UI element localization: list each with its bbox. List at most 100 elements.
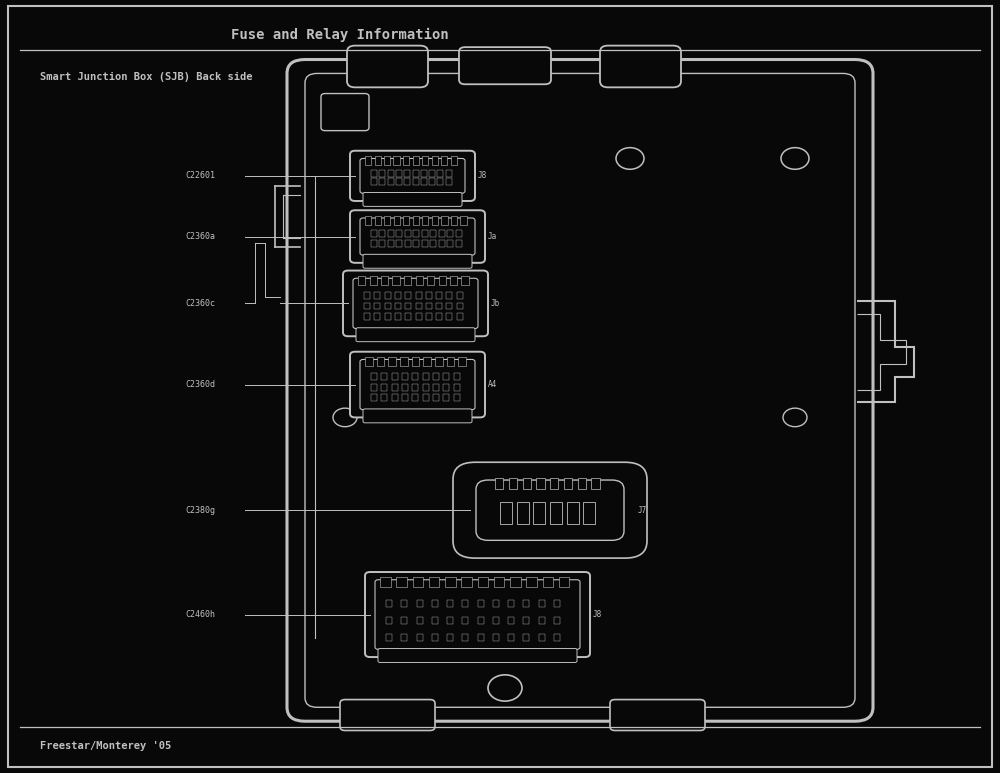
Bar <box>427 276 434 285</box>
Bar <box>416 313 422 320</box>
Bar <box>437 178 443 185</box>
Bar <box>522 478 531 489</box>
Bar <box>416 634 422 641</box>
FancyBboxPatch shape <box>347 46 428 87</box>
FancyBboxPatch shape <box>321 94 369 131</box>
Bar <box>384 156 390 165</box>
FancyBboxPatch shape <box>363 254 472 268</box>
Bar <box>478 617 484 624</box>
FancyBboxPatch shape <box>476 480 624 540</box>
Bar <box>430 230 436 237</box>
Bar <box>413 230 419 237</box>
Bar <box>443 373 449 380</box>
Bar <box>426 292 432 299</box>
Bar <box>564 478 572 489</box>
Bar <box>405 240 411 247</box>
Bar <box>422 156 428 165</box>
Bar <box>365 216 371 225</box>
Bar <box>421 178 427 185</box>
Bar <box>396 230 402 237</box>
Bar <box>443 383 449 390</box>
Bar <box>405 313 411 320</box>
Bar <box>403 216 409 225</box>
Bar <box>358 276 365 285</box>
Bar <box>462 617 468 624</box>
Bar <box>433 394 439 401</box>
Bar <box>388 357 396 366</box>
Bar <box>559 577 569 587</box>
FancyBboxPatch shape <box>459 47 551 84</box>
Bar <box>447 240 453 247</box>
Bar <box>403 156 409 165</box>
Bar <box>447 634 453 641</box>
Bar <box>429 178 435 185</box>
Bar <box>542 577 553 587</box>
Bar <box>509 478 517 489</box>
Bar <box>385 302 391 309</box>
Bar <box>591 478 600 489</box>
Bar <box>392 373 398 380</box>
Text: Jb: Jb <box>491 299 500 308</box>
Bar <box>395 302 401 309</box>
Bar <box>454 394 460 401</box>
Bar <box>456 230 462 237</box>
Text: J8: J8 <box>478 172 487 180</box>
FancyBboxPatch shape <box>365 572 590 657</box>
Bar <box>437 170 443 177</box>
FancyBboxPatch shape <box>360 218 475 255</box>
Bar <box>447 230 453 237</box>
Bar <box>379 178 385 185</box>
Bar <box>422 230 428 237</box>
FancyBboxPatch shape <box>360 158 465 193</box>
Bar <box>371 240 377 247</box>
Bar <box>412 383 418 390</box>
Bar <box>462 600 468 607</box>
Bar <box>478 634 484 641</box>
Bar <box>412 373 418 380</box>
Bar <box>370 276 377 285</box>
Text: C2460h: C2460h <box>185 610 215 619</box>
Bar <box>456 240 462 247</box>
Bar <box>426 302 432 309</box>
Bar <box>374 302 380 309</box>
Bar <box>447 617 453 624</box>
Bar <box>508 600 514 607</box>
Bar <box>457 292 463 299</box>
Bar <box>386 634 392 641</box>
Bar <box>478 600 484 607</box>
Bar <box>392 276 400 285</box>
Bar <box>364 292 370 299</box>
Bar <box>364 302 370 309</box>
FancyBboxPatch shape <box>353 278 478 329</box>
Bar <box>451 216 457 225</box>
Text: C2360a: C2360a <box>185 232 215 241</box>
Text: Smart Junction Box (SJB) Back side: Smart Junction Box (SJB) Back side <box>40 73 252 82</box>
Bar <box>457 302 463 309</box>
Text: Ja: Ja <box>488 232 497 241</box>
Bar <box>388 230 394 237</box>
Bar <box>493 634 499 641</box>
Bar <box>578 478 586 489</box>
Bar <box>458 357 466 366</box>
Bar <box>523 634 529 641</box>
Bar <box>364 313 370 320</box>
Bar <box>432 216 438 225</box>
FancyBboxPatch shape <box>453 462 647 558</box>
Bar <box>517 502 529 524</box>
Bar <box>416 600 422 607</box>
Bar <box>457 313 463 320</box>
Bar <box>439 230 445 237</box>
Bar <box>396 170 402 177</box>
Bar <box>432 600 438 607</box>
Bar <box>380 577 391 587</box>
Bar <box>374 313 380 320</box>
Bar <box>446 313 452 320</box>
Bar <box>446 170 452 177</box>
Bar <box>526 577 537 587</box>
Bar <box>432 634 438 641</box>
Bar <box>404 276 411 285</box>
Bar <box>583 502 595 524</box>
Bar <box>538 600 544 607</box>
Bar <box>375 216 381 225</box>
Bar <box>423 383 429 390</box>
